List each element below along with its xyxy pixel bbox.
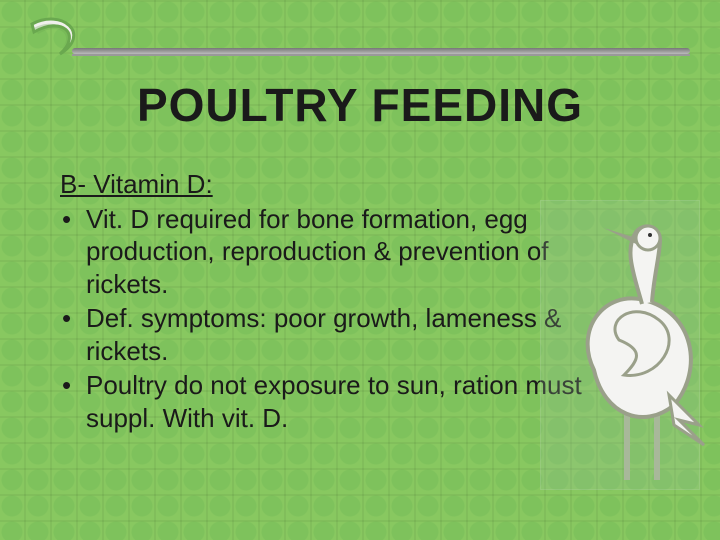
subheading: B- Vitamin D:	[60, 168, 620, 201]
slide-title: POULTRY FEEDING	[0, 78, 720, 132]
stork-icon	[564, 220, 714, 500]
bullet-list: Vit. D required for bone formation, egg …	[60, 203, 620, 435]
swoosh-ornament	[22, 14, 92, 74]
slide-body: B- Vitamin D: Vit. D required for bone f…	[60, 168, 620, 436]
horizontal-rule	[72, 48, 690, 54]
